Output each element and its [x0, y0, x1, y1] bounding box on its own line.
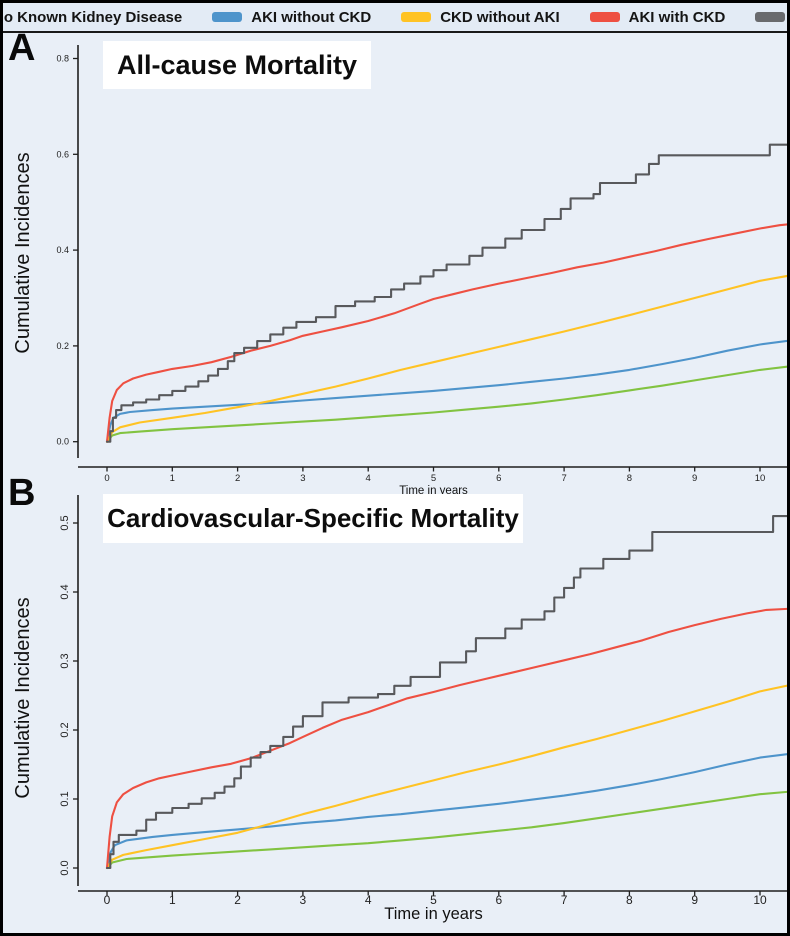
- svg-text:0.2: 0.2: [56, 341, 69, 351]
- legend-item: CKD without AKI: [401, 8, 560, 26]
- svg-text:0.4: 0.4: [59, 584, 71, 599]
- legend-label: AKI with CKD: [628, 8, 726, 26]
- svg-text:0.0: 0.0: [56, 437, 69, 447]
- svg-text:7: 7: [561, 473, 566, 484]
- panel-a-y-axis-label: Cumulative Incidences: [12, 152, 34, 354]
- legend-item: AKI without CKD: [212, 9, 371, 26]
- panel-b-plot: 0.0 0.1 0.2 0.3 0.4 0.5 0 1 2 3 4 5 6 7 8 9 10 Time in ye…: [59, 495, 787, 923]
- legend: No Known Kidney Disease AKI without CKD …: [3, 3, 787, 33]
- svg-text:0.1: 0.1: [59, 791, 71, 806]
- svg-text:1: 1: [169, 893, 176, 907]
- panel-a-title: All-cause Mortality: [103, 41, 371, 89]
- svg-text:8: 8: [627, 473, 632, 484]
- panel-b-y-axis-label: Cumulative Incidences: [12, 597, 34, 799]
- svg-text:2: 2: [234, 893, 241, 907]
- legend-item: ESRD: [755, 9, 787, 26]
- svg-text:1: 1: [170, 473, 175, 484]
- svg-text:9: 9: [691, 893, 698, 907]
- svg-text:0: 0: [104, 473, 109, 484]
- svg-text:0.6: 0.6: [56, 149, 69, 159]
- svg-text:4: 4: [365, 893, 372, 907]
- legend-item: AKI with CKD: [589, 8, 726, 26]
- svg-text:3: 3: [300, 893, 307, 907]
- svg-text:10: 10: [753, 893, 767, 907]
- svg-text:6: 6: [496, 473, 501, 484]
- legend-swatch-gray-icon: [755, 12, 786, 22]
- svg-text:Time in years: Time in years: [384, 905, 482, 923]
- svg-text:5: 5: [430, 893, 437, 907]
- legend-item: No Known Kidney Disease: [0, 8, 183, 26]
- svg-text:0: 0: [104, 893, 111, 907]
- svg-text:9: 9: [692, 473, 697, 484]
- legend-label: CKD without AKI: [440, 8, 560, 26]
- svg-text:8: 8: [626, 893, 633, 907]
- svg-text:2: 2: [235, 473, 240, 484]
- svg-text:10: 10: [755, 473, 766, 484]
- legend-swatch-yellow-icon: [401, 12, 432, 22]
- legend-label: AKI without CKD: [251, 8, 372, 26]
- svg-text:4: 4: [366, 473, 371, 484]
- legend-swatch-blue-icon: [212, 12, 243, 22]
- legend-label: No Known Kidney Disease: [0, 8, 183, 26]
- svg-text:7: 7: [561, 893, 568, 907]
- panel-b-letter: B: [8, 472, 36, 514]
- svg-text:0.4: 0.4: [56, 245, 69, 255]
- svg-text:0.5: 0.5: [59, 515, 71, 530]
- svg-text:0.2: 0.2: [59, 722, 71, 737]
- svg-text:3: 3: [300, 473, 305, 484]
- panel-b-title: Cardiovascular-Specific Mortality: [103, 494, 523, 543]
- svg-text:0.3: 0.3: [59, 653, 71, 668]
- panel-a-letter: A: [8, 27, 36, 69]
- svg-text:6: 6: [495, 893, 502, 907]
- svg-text:0.8: 0.8: [56, 54, 69, 64]
- svg-text:5: 5: [431, 473, 436, 484]
- svg-text:0.0: 0.0: [59, 860, 71, 875]
- legend-swatch-red-icon: [589, 12, 620, 22]
